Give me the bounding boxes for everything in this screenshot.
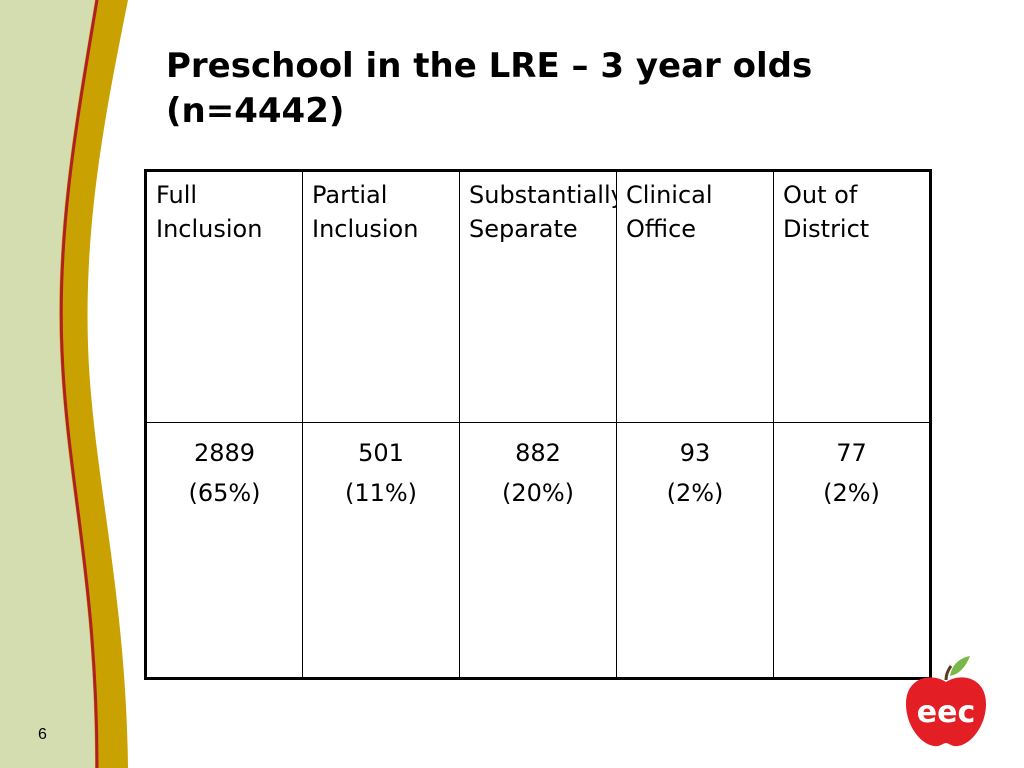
header-out-of-district: Out of District	[773, 170, 931, 423]
side-band-red-line	[59, 0, 99, 768]
lre-table: Full Inclusion Partial Inclusion Substan…	[144, 169, 932, 680]
header-partial-inclusion: Partial Inclusion	[302, 170, 460, 423]
percent-partial-inclusion: (11%)	[344, 479, 418, 507]
side-band-gold	[59, 0, 128, 768]
logo-apple-body	[906, 677, 986, 747]
side-band-green	[0, 0, 95, 768]
header-full-inclusion: Full Inclusion	[145, 170, 303, 423]
count-clinical-office: 93	[679, 439, 711, 467]
cell-clinical-office: 93 (2%)	[616, 422, 774, 679]
count-substantially-separate: 882	[515, 439, 561, 467]
count-out-of-district: 77	[836, 439, 867, 467]
slide-number: 6	[38, 726, 47, 743]
lre-table-container: Full Inclusion Partial Inclusion Substan…	[144, 169, 932, 680]
count-partial-inclusion: 501	[358, 439, 404, 467]
cell-out-of-district: 77 (2%)	[773, 422, 931, 679]
decorative-side-band	[0, 0, 128, 768]
logo-stem	[944, 665, 953, 681]
percent-clinical-office: (2%)	[666, 479, 724, 507]
logo-text: eec	[917, 695, 975, 730]
count-full-inclusion: 2889	[193, 439, 256, 467]
percent-full-inclusion: (65%)	[188, 479, 261, 507]
cell-partial-inclusion: 501 (11%)	[302, 422, 460, 679]
table-header-row: Full Inclusion Partial Inclusion Substan…	[145, 170, 931, 423]
header-substantially-separate: Substantially Separate	[459, 170, 617, 423]
table-value-row: 2889 (65%) 501 (11%) 882 (20%) 93 (2%) 7…	[145, 422, 931, 679]
cell-full-inclusion: 2889 (65%)	[145, 422, 303, 679]
cell-substantially-separate: 882 (20%)	[459, 422, 617, 679]
percent-substantially-separate: (20%)	[501, 479, 575, 507]
apple-logo-icon: eec	[906, 656, 986, 747]
slide-title: Preschool in the LRE – 3 year olds (n=44…	[166, 46, 813, 131]
logo-leaf	[950, 656, 970, 676]
percent-out-of-district: (2%)	[823, 479, 880, 507]
header-clinical-office: Clinical Office	[616, 170, 774, 423]
